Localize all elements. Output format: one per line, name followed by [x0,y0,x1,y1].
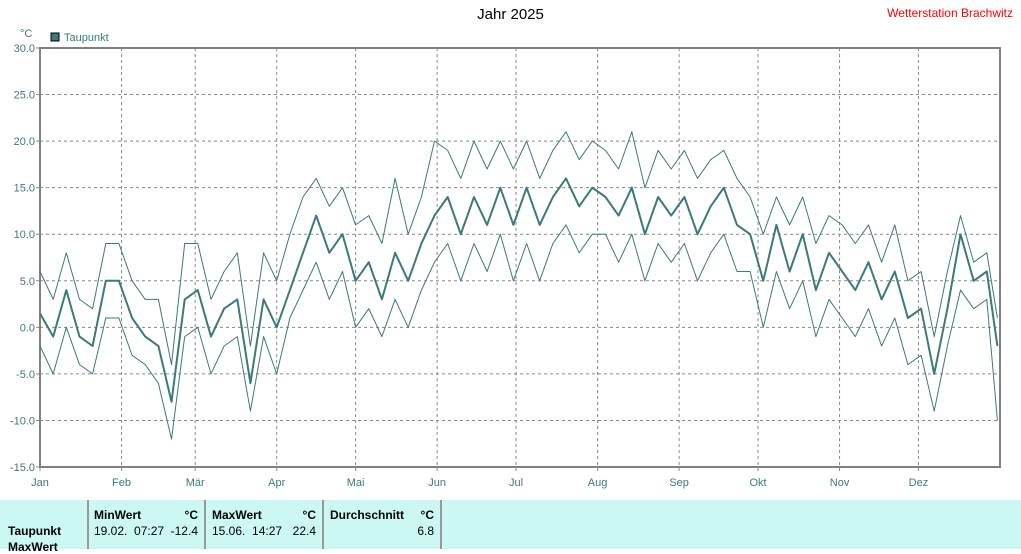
avg-unit: °C [420,508,434,522]
legend-label: Taupunkt [64,32,109,44]
max-unit: °C [302,508,316,522]
avg-value: 6.8 [417,524,434,538]
x-tick-label: Mär [186,477,205,489]
chart-title: Jahr 2025 [477,6,544,23]
y-tick-label: 25.0 [14,90,35,102]
x-tick-label: Aug [588,477,608,489]
stats-table: Taupunkt MaxWert MinWert °C 19.02. 07:27… [0,500,1021,554]
row-label-maxwert: MaxWert [8,540,58,554]
max-header: MaxWert [212,508,262,522]
x-tick-label: Jan [31,477,49,489]
y-tick-label: 10.0 [14,229,35,241]
y-tick-label: 15.0 [14,183,35,195]
y-tick-label: -5.0 [16,369,35,381]
x-tick-label: Jun [428,477,446,489]
x-tick-label: Sep [669,477,689,489]
legend-swatch [50,32,60,42]
avg-header: Durchschnitt [330,508,405,522]
min-header: MinWert [94,508,142,522]
y-tick-label: -15.0 [10,462,35,474]
avg-column: Durchschnitt °C 6.8 [324,500,442,549]
max-column: MaxWert °C 15.06. 14:27 22.4 [206,500,324,549]
x-tick-label: Feb [112,477,131,489]
row-label-column: Taupunkt MaxWert [0,500,89,554]
min-value: -12.4 [170,524,198,538]
x-tick-label: Okt [749,477,766,489]
dewpoint-chart: 30.0 25.0 20.0 15.0 10.0 5.0 0.0 -5.0 -10.0 -15.0… [10,28,1001,489]
y-tick-label: 20.0 [14,136,35,148]
x-tick-label: Nov [830,477,850,489]
series-line-taupunkt-max [39,131,998,366]
station-name: Wetterstation Brachwitz [887,6,1013,20]
y-tick-label: 0.0 [20,322,35,334]
x-tick-label: Apr [268,477,285,489]
x-tick-label: Mai [347,477,365,489]
max-date: 15.06. 14:27 [212,524,283,538]
row-label-taupunkt: Taupunkt [8,524,62,538]
y-tick-label: 5.0 [20,276,35,288]
x-tick-label: Dez [909,477,929,489]
min-column: MinWert °C 19.02. 07:27 -12.4 [89,500,206,549]
series-line-taupunkt [39,177,999,403]
y-axis-unit: °C [20,28,32,40]
y-tick-label: -10.0 [10,415,35,427]
max-value: 22.4 [292,524,316,538]
y-tick-label: 30.0 [14,43,35,55]
plot-frame [39,47,1001,468]
min-date: 19.02. 07:27 [94,524,165,538]
min-unit: °C [184,508,198,522]
x-tick-label: Jul [509,477,523,489]
series-line-taupunkt-min [39,224,998,440]
